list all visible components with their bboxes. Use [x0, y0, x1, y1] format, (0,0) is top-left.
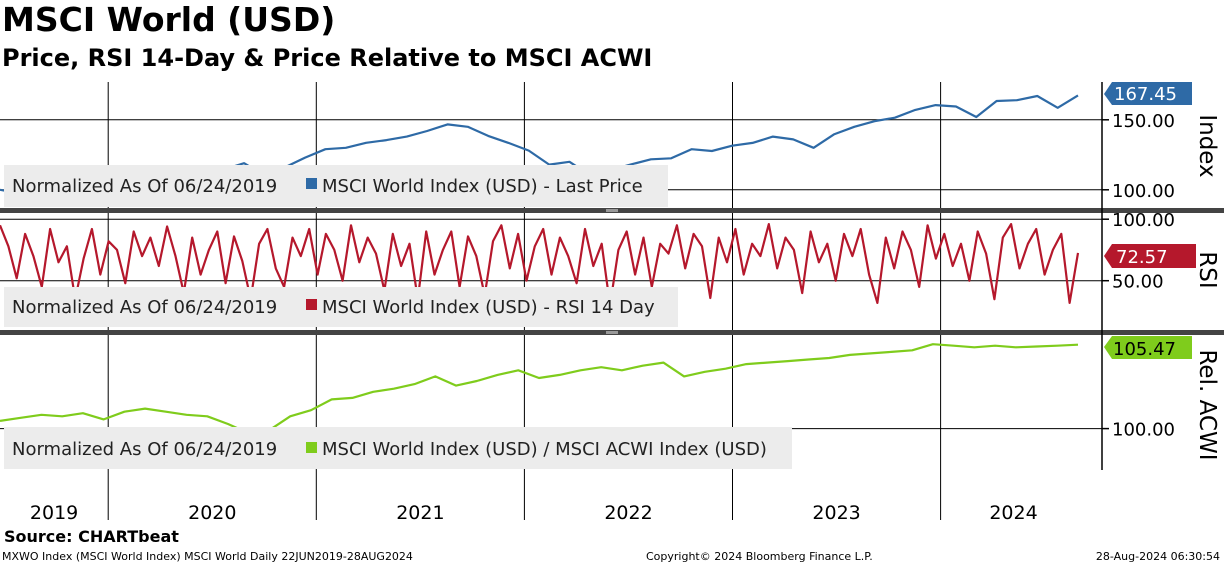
legend-note: Normalized As Of 06/24/2019	[12, 439, 277, 460]
x-year-label: 2020	[188, 502, 236, 524]
series-layer	[0, 94, 1080, 435]
legend-label-rsi: MSCI World Index (USD) - RSI 14 Day	[322, 297, 655, 318]
y-tick-label: 100.00	[1112, 181, 1175, 202]
legend-box	[4, 287, 678, 327]
footer-copyright: Copyright© 2024 Bloomberg Finance L.P.	[646, 550, 873, 563]
y-tick-label: 100.00	[1112, 420, 1175, 441]
legend-swatch-price	[306, 178, 317, 189]
footer-security-info: MXWO Index (MSCI World Index) MSCI World…	[2, 550, 413, 563]
badge-price-value: 167.45	[1114, 84, 1177, 105]
x-year-label: 2022	[604, 502, 652, 524]
series-line-rsi	[0, 223, 1080, 307]
separator-handle	[606, 331, 618, 334]
badge-relative-shape	[1104, 336, 1192, 359]
footer-timestamp: 28-Aug-2024 06:30:54	[1095, 550, 1220, 563]
x-year-label: 2019	[30, 502, 78, 524]
legend-note: Normalized As Of 06/24/2019	[12, 297, 277, 318]
badge-rsi: 72.57	[1104, 244, 1196, 268]
chart-subtitle: Price, RSI 14-Day & Price Relative to MS…	[2, 44, 653, 72]
axis-title-relative: Rel. ACWI	[1194, 349, 1220, 460]
y-tick-label: 150.00	[1112, 111, 1175, 132]
legend-swatch-relative	[306, 442, 317, 453]
badge-price-shape	[1104, 82, 1192, 105]
x-year-label: 2024	[989, 502, 1037, 524]
badge-relative-value: 105.47	[1113, 339, 1176, 360]
y-tick-labels: 100.00 150.00 50.00 100.00 100.00	[1112, 111, 1175, 441]
badge-relative: 105.47	[1104, 336, 1192, 360]
legend-rsi: Normalized As Of 06/24/2019 MSCI World I…	[4, 287, 678, 327]
series-line-relative	[0, 343, 1079, 435]
legend-price: Normalized As Of 06/24/2019 MSCI World I…	[4, 165, 668, 207]
legend-swatch-rsi	[306, 299, 317, 310]
legend-box	[4, 165, 668, 207]
badge-rsi-shape	[1104, 244, 1196, 268]
y-tick-label: 100.00	[1112, 210, 1175, 231]
badge-rsi-value: 72.57	[1116, 247, 1168, 268]
chart-title: MSCI World (USD)	[2, 0, 336, 39]
source-label: Source: CHARTbeat	[4, 527, 179, 546]
legend-note: Normalized As Of 06/24/2019	[12, 176, 277, 197]
x-year-label: 2021	[396, 502, 444, 524]
badge-price: 167.45	[1104, 82, 1192, 105]
axis-title-price: Index	[1194, 114, 1220, 177]
y-tick-label: 50.00	[1112, 272, 1164, 293]
legend-label-price: MSCI World Index (USD) - Last Price	[322, 176, 643, 197]
legend-label-relative: MSCI World Index (USD) / MSCI ACWI Index…	[322, 439, 767, 460]
x-year-labels: 2019 2020 2021 2022 2023 2024	[30, 502, 1038, 524]
legend-relative: Normalized As Of 06/24/2019 MSCI World I…	[4, 427, 792, 469]
separator-handle	[606, 209, 618, 212]
legend-box	[4, 427, 792, 469]
axis-title-rsi: RSI	[1194, 251, 1220, 288]
x-year-label: 2023	[812, 502, 860, 524]
